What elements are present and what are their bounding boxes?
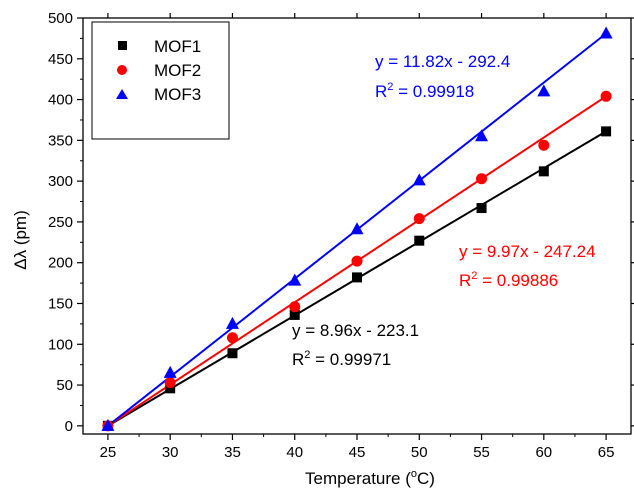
x-axis-title-suffix: C)	[417, 469, 435, 488]
point-mof3	[412, 173, 426, 186]
x-tick-label: 30	[162, 444, 179, 461]
y-axis-title: Δλ (pm)	[11, 210, 30, 270]
r2-mof1: R2 = 0.99971	[292, 349, 391, 369]
y-tick-label: 250	[48, 214, 73, 231]
point-mof2	[289, 301, 301, 313]
r2-mof3-prefix: R	[375, 82, 387, 101]
equation-mof3-line: y = 11.82x - 292.4	[375, 52, 510, 71]
equation-mof2-line: y = 9.97x - 247.24	[459, 242, 596, 261]
x-tick-label: 65	[598, 444, 615, 461]
point-mof3	[163, 365, 177, 378]
point-mof1	[601, 126, 612, 137]
point-mof2	[600, 90, 612, 102]
r2-mof2-superscript: 2	[471, 270, 477, 282]
tick-labels: 25 30 35 40 45 50 55 60 65 0 50 100 150 200 250 300 350 4…	[48, 10, 614, 461]
r2-mof3-value: = 0.99918	[393, 82, 474, 101]
legend-label-mof3: MOF3	[154, 85, 201, 104]
equation-mof1-line: y = 8.96x - 223.1	[292, 321, 419, 340]
point-mof1	[227, 348, 238, 359]
r2-mof2-prefix: R	[459, 271, 471, 290]
legend-label-mof2: MOF2	[154, 61, 201, 80]
x-tick-label: 50	[411, 444, 428, 461]
equation-mof1: y = 8.96x - 223.1 R2 = 0.99971	[292, 321, 419, 369]
r2-mof3: R2 = 0.99918	[375, 81, 474, 101]
legend-box	[91, 21, 230, 140]
x-tick-label: 60	[535, 444, 552, 461]
r2-mof2-value: = 0.99886	[477, 271, 558, 290]
y-tick-label: 50	[56, 377, 73, 394]
point-mof1	[289, 309, 300, 320]
x-tick-label: 40	[286, 444, 303, 461]
y-tick-label: 0	[65, 418, 73, 435]
r2-mof1-superscript: 2	[304, 349, 310, 361]
legend-item-mof3: MOF3	[116, 85, 201, 104]
y-tick-label: 450	[48, 51, 73, 68]
point-mof3	[599, 26, 613, 39]
equation-mof2: y = 9.97x - 247.24 R2 = 0.99886	[459, 242, 596, 290]
y-tick-label: 100	[48, 336, 73, 353]
legend: MOF1 MOF2 MOF3	[91, 21, 230, 140]
point-mof1	[414, 235, 425, 246]
equation-mof3: y = 11.82x - 292.4 R2 = 0.99918	[375, 52, 510, 101]
point-mof1	[165, 383, 176, 394]
point-mof3	[350, 222, 364, 235]
r2-mof1-prefix: R	[292, 350, 304, 369]
point-mof1	[476, 203, 487, 214]
point-mof1	[538, 166, 549, 177]
data-markers	[101, 26, 613, 432]
point-mof2	[164, 377, 176, 389]
r2-mof2: R2 = 0.99886	[459, 270, 558, 290]
y-tick-label: 350	[48, 132, 73, 149]
x-tick-label: 55	[473, 444, 490, 461]
x-axis-title-superscript: o	[411, 468, 417, 480]
point-mof2	[476, 173, 488, 185]
point-mof2	[538, 139, 550, 151]
y-tick-label: 300	[48, 173, 73, 190]
y-tick-label: 500	[48, 10, 73, 27]
r2-mof3-superscript: 2	[387, 81, 393, 93]
point-mof3	[288, 273, 302, 286]
y-tick-label: 150	[48, 295, 73, 312]
point-mof2	[351, 255, 363, 267]
point-mof3	[225, 316, 239, 329]
legend-item-mof2: MOF2	[117, 61, 201, 80]
y-tick-label: 200	[48, 255, 73, 272]
point-mof3	[101, 418, 115, 431]
x-tick-label: 25	[100, 444, 117, 461]
x-axis-title-prefix: Temperature (	[305, 469, 411, 488]
legend-marker-mof2	[117, 65, 127, 75]
legend-marker-mof1	[118, 41, 127, 50]
x-tick-label: 45	[349, 444, 366, 461]
x-axis-title: Temperature (oC)	[305, 468, 435, 488]
legend-item-mof1: MOF1	[118, 37, 201, 56]
point-mof3	[475, 129, 489, 142]
legend-label-mof1: MOF1	[154, 37, 201, 56]
point-mof2	[413, 213, 425, 225]
point-mof2	[226, 332, 238, 344]
x-tick-label: 35	[224, 444, 241, 461]
legend-marker-mof3	[116, 89, 128, 99]
r2-mof1-value: = 0.99971	[310, 350, 391, 369]
point-mof3	[537, 84, 551, 97]
y-tick-label: 400	[48, 92, 73, 109]
axes	[77, 13, 634, 440]
point-mof1	[352, 272, 362, 283]
